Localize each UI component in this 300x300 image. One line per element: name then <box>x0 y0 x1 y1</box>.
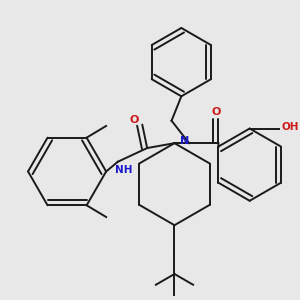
Text: O: O <box>212 107 221 117</box>
Text: NH: NH <box>115 164 133 175</box>
Text: N: N <box>180 136 189 146</box>
Text: O: O <box>130 115 139 125</box>
Text: OH: OH <box>282 122 299 132</box>
